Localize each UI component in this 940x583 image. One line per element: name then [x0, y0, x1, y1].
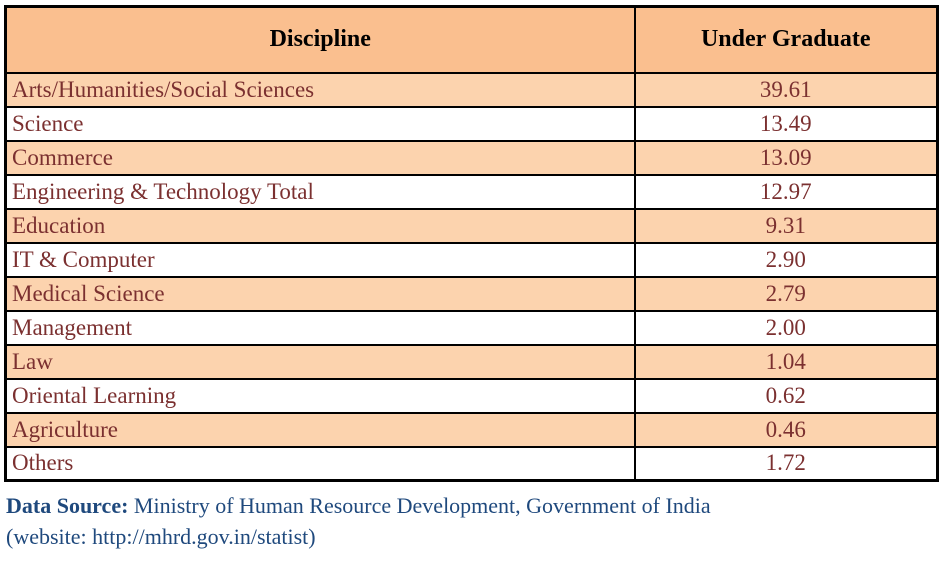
under-graduate-cell: 0.62	[633, 377, 939, 414]
discipline-cell: IT & Computer	[4, 241, 636, 278]
data-source-line: Data Source: Ministry of Human Resource …	[6, 490, 936, 521]
table-row: Others 1.72	[4, 445, 939, 482]
table-row: Agriculture 0.46	[4, 411, 939, 448]
table-row: Law 1.04	[4, 343, 939, 380]
data-source-label: Data Source:	[6, 493, 129, 518]
under-graduate-cell: 39.61	[633, 71, 939, 108]
table-body: Arts/Humanities/Social Sciences 39.61 Scie…	[4, 71, 939, 482]
discipline-cell: Law	[4, 343, 636, 380]
discipline-cell: Management	[4, 309, 636, 346]
table-row: Management 2.00	[4, 309, 939, 346]
table-row: IT & Computer 2.90	[4, 241, 939, 278]
under-graduate-cell: 1.04	[633, 343, 939, 380]
table-row: Arts/Humanities/Social Sciences 39.61	[4, 71, 939, 108]
discipline-cell: Oriental Learning	[4, 377, 636, 414]
under-graduate-cell: 13.49	[633, 105, 939, 142]
table-row: Science 13.49	[4, 105, 939, 142]
table-row: Medical Science 2.79	[4, 275, 939, 312]
discipline-cell: Education	[4, 207, 636, 244]
discipline-cell: Others	[4, 445, 636, 482]
column-header-under-graduate: Under Graduate	[633, 5, 939, 74]
discipline-cell: Agriculture	[4, 411, 636, 448]
discipline-table: Discipline Under Graduate Arts/Humanitie…	[4, 5, 939, 482]
under-graduate-cell: 0.46	[633, 411, 939, 448]
under-graduate-cell: 1.72	[633, 445, 939, 482]
under-graduate-cell: 2.90	[633, 241, 939, 278]
under-graduate-cell: 9.31	[633, 207, 939, 244]
table-row: Engineering & Technology Total 12.97	[4, 173, 939, 210]
under-graduate-cell: 13.09	[633, 139, 939, 176]
under-graduate-cell: 12.97	[633, 173, 939, 210]
column-header-discipline: Discipline	[4, 5, 636, 74]
footer: Data Source: Ministry of Human Resource …	[6, 490, 936, 552]
header-row: Discipline Under Graduate	[4, 5, 939, 74]
table-row: Education 9.31	[4, 207, 939, 244]
website-line: (website: http://mhrd.gov.in/statist)	[6, 524, 316, 549]
discipline-cell: Science	[4, 105, 636, 142]
table-row: Commerce 13.09	[4, 139, 939, 176]
discipline-cell: Commerce	[4, 139, 636, 176]
discipline-cell: Arts/Humanities/Social Sciences	[4, 71, 636, 108]
data-source-text: Ministry of Human Resource Development, …	[133, 493, 711, 518]
discipline-cell: Engineering & Technology Total	[4, 173, 636, 210]
page: Discipline Under Graduate Arts/Humanitie…	[4, 5, 939, 552]
discipline-cell: Medical Science	[4, 275, 636, 312]
under-graduate-cell: 2.00	[633, 309, 939, 346]
under-graduate-cell: 2.79	[633, 275, 939, 312]
table-row: Oriental Learning 0.62	[4, 377, 939, 414]
